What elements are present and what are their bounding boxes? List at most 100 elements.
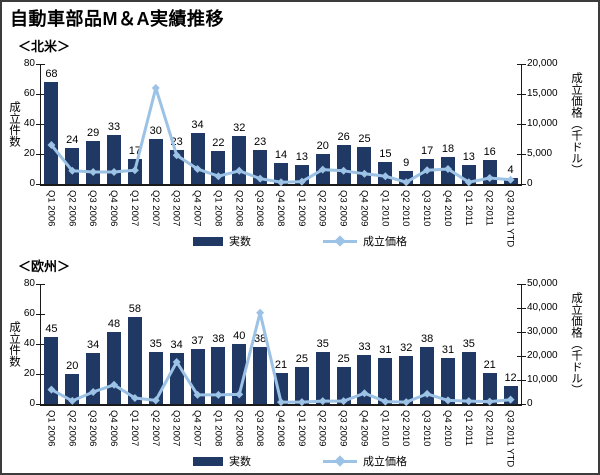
bar-value-label: 24 xyxy=(66,134,79,146)
bar-value-label: 37 xyxy=(191,334,204,347)
right-axis-tick-label: 0 xyxy=(527,178,533,189)
x-axis-label: Q1 2011 xyxy=(462,190,474,226)
left-axis-title-wrap: 成立件数 xyxy=(6,64,22,184)
bar-value-label: 35 xyxy=(316,337,329,350)
chart-legend: 実数 成立価格 xyxy=(0,453,600,469)
bar xyxy=(65,148,80,184)
x-axis-label: Q4 2008 xyxy=(275,410,286,447)
left-axis-tick-label: 80 xyxy=(23,278,35,289)
x-axis-label: Q2 2011 xyxy=(483,190,495,226)
bar xyxy=(399,356,414,404)
legend-label-line: 成立価格 xyxy=(363,456,407,468)
left-axis-tick xyxy=(36,403,45,405)
x-axis-label: Q4 2010 xyxy=(441,190,453,227)
line-marker-diamond-icon xyxy=(485,397,494,406)
left-axis-title-wrap: 成立件数 xyxy=(6,284,22,404)
bar xyxy=(253,149,268,184)
bar xyxy=(127,317,142,404)
legend-item-line: 成立価格 xyxy=(323,453,407,469)
right-axis-title: 成立価格（千ドル） xyxy=(570,72,582,176)
x-axis-label: Q3 2007 xyxy=(170,410,182,447)
legend-label-bar: 実数 xyxy=(229,236,251,248)
left-axis-tick xyxy=(36,343,45,345)
bar-value-label: 20 xyxy=(316,140,329,152)
bar-value-label: 13 xyxy=(462,150,475,163)
line-marker-diamond-icon xyxy=(402,398,411,407)
line-marker-diamond-icon xyxy=(506,175,515,184)
bar-value-label: 16 xyxy=(483,146,496,158)
section-label-north-america: ＜北米＞ xyxy=(18,39,71,54)
line-swatch-icon xyxy=(323,234,357,247)
line-marker-diamond-icon xyxy=(360,169,369,178)
right-axis-tick xyxy=(517,379,526,381)
line-marker-diamond-icon xyxy=(297,177,306,186)
x-axis-label: Q1 2007 xyxy=(128,190,140,227)
line-marker-diamond-icon xyxy=(235,166,244,175)
x-axis-label: Q2 2009 xyxy=(316,410,328,447)
bar xyxy=(378,357,393,404)
bar-swatch-icon xyxy=(193,236,223,246)
line-marker-diamond-icon xyxy=(151,396,160,405)
line-marker-diamond-icon xyxy=(464,178,473,187)
line-marker-diamond-icon xyxy=(172,151,181,160)
x-axis-label: Q4 2007 xyxy=(191,190,203,227)
line-marker-diamond-icon xyxy=(110,380,119,389)
bar-value-label: 25 xyxy=(358,132,371,145)
line-marker-diamond-icon xyxy=(193,165,202,173)
bar-value-label: 9 xyxy=(403,156,410,169)
line-marker-diamond-icon xyxy=(318,397,327,406)
line-marker-diamond-icon xyxy=(339,397,348,406)
bar-value-label: 30 xyxy=(149,125,162,137)
bar-value-label: 48 xyxy=(107,318,121,330)
right-axis-tick-label: 5,000 xyxy=(527,148,553,159)
bar-value-label: 38 xyxy=(254,333,267,345)
right-axis-tick xyxy=(517,307,526,309)
right-axis-tick-label: 20,000 xyxy=(527,58,558,69)
chart-legend: 実数 成立価格 xyxy=(0,233,600,249)
x-axis-label: Q2 2009 xyxy=(316,190,328,227)
left-axis-tick xyxy=(36,373,45,375)
bar-value-label: 33 xyxy=(107,120,121,133)
bar-value-label: 31 xyxy=(441,343,455,356)
x-axis-label: Q2 2008 xyxy=(233,190,245,227)
x-axis-label: Q2 2007 xyxy=(149,410,161,447)
left-axis-tick xyxy=(36,63,45,65)
bar-value-label: 21 xyxy=(483,358,496,371)
line-marker-diamond-icon xyxy=(277,398,285,407)
bar-value-label: 25 xyxy=(295,352,308,365)
line-marker-diamond-icon xyxy=(89,168,98,176)
bar xyxy=(420,347,435,404)
diamond-marker-icon xyxy=(334,454,346,467)
bar-value-label: 34 xyxy=(191,119,204,131)
left-axis-tick-label: 40 xyxy=(23,338,35,349)
left-axis-tick xyxy=(36,123,45,125)
line-marker-diamond-icon xyxy=(110,168,119,176)
bar-value-label: 29 xyxy=(87,126,100,139)
right-axis-tick-label: 10,000 xyxy=(527,374,558,385)
x-axis-label: Q2 2011 xyxy=(483,410,495,446)
left-axis-tick xyxy=(36,93,45,95)
x-axis-label: Q1 2009 xyxy=(295,410,307,447)
price-line-series xyxy=(47,84,515,187)
right-axis-tick-label: 30,000 xyxy=(527,326,558,337)
bar xyxy=(148,139,163,184)
diamond-marker-icon xyxy=(334,234,346,247)
line-marker-diamond-icon xyxy=(506,395,515,404)
chart-north-america: ＜北米＞ 成立件数 0 20 40 60 80 0 5,000 10,000 15,000 20,… xyxy=(0,30,600,252)
bar xyxy=(253,347,268,404)
bar-value-label: 35 xyxy=(149,337,162,350)
line-marker-diamond-icon xyxy=(339,166,348,175)
bar-value-label: 25 xyxy=(337,352,350,365)
x-axis-label: Q3 2008 xyxy=(254,190,266,227)
line-marker-diamond-icon xyxy=(214,390,223,399)
right-axis-tick xyxy=(517,63,526,65)
line-marker-diamond-icon xyxy=(68,396,77,405)
left-axis-tick-label: 20 xyxy=(23,148,35,159)
plot-area: 0 20 40 60 80 0 5,000 10,000 15,000 20,000 68 Q1 20… xyxy=(24,59,558,248)
left-axis-tick-label: 60 xyxy=(23,308,35,319)
x-axis-label: Q2 2006 xyxy=(66,410,78,447)
right-axis-tick xyxy=(517,331,526,333)
line-marker-diamond-icon xyxy=(235,390,244,399)
bar-value-label: 23 xyxy=(254,135,267,148)
x-axis-label: Q3 2008 xyxy=(254,410,266,447)
